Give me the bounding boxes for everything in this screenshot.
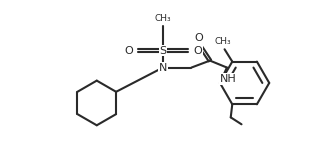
Text: S: S xyxy=(159,46,167,56)
Text: O: O xyxy=(124,46,133,56)
Text: O: O xyxy=(195,33,204,43)
Text: O: O xyxy=(193,46,202,56)
Text: CH₃: CH₃ xyxy=(215,37,232,46)
Text: CH₃: CH₃ xyxy=(155,14,171,23)
Text: N: N xyxy=(159,63,167,73)
Text: NH: NH xyxy=(220,74,237,84)
